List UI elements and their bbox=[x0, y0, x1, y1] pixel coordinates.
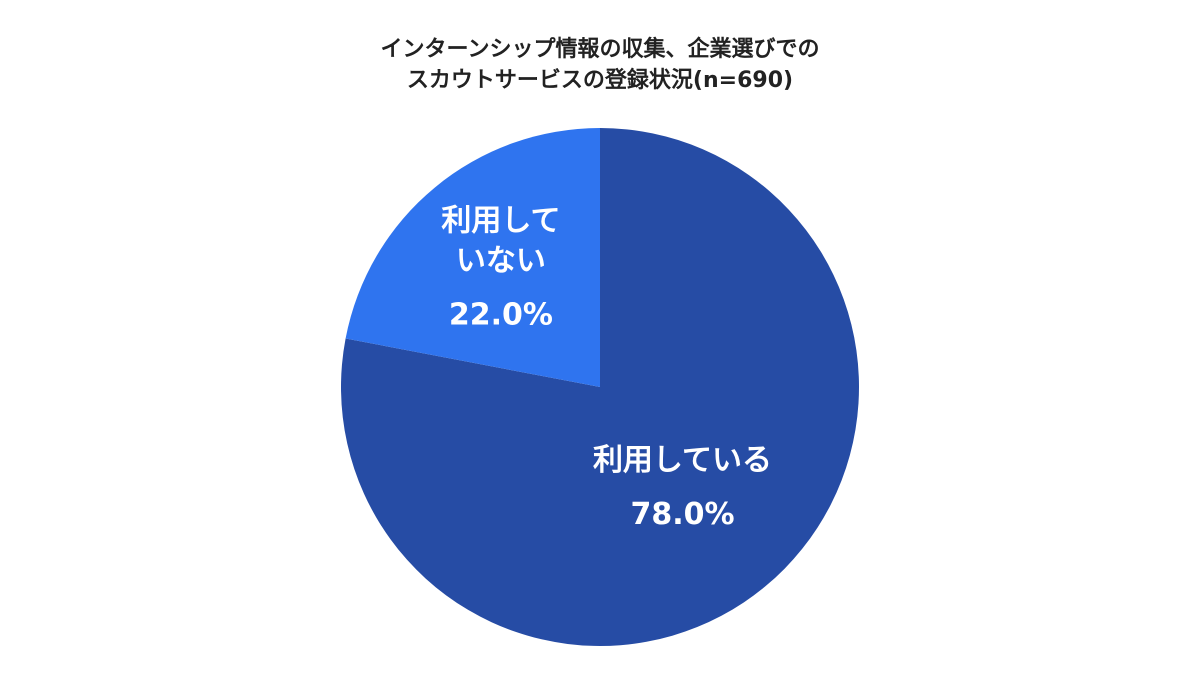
slice-label-0-line-0: 利用している bbox=[593, 443, 772, 478]
slice-value-label-0: 78.0% bbox=[630, 497, 734, 532]
chart-title-line-1: インターンシップ情報の収集、企業選びでの bbox=[380, 37, 820, 62]
chart-title: インターンシップ情報の収集、企業選びでの スカウトサービスの登録状況(n=690… bbox=[0, 34, 1200, 96]
slice-label-1-line-0: 利用して bbox=[441, 203, 560, 238]
slice-value-label-1: 22.0% bbox=[449, 297, 553, 332]
pie-slice-1 bbox=[345, 128, 600, 387]
pie-slice-0 bbox=[341, 128, 860, 646]
slice-label-1-line-1: いない bbox=[456, 243, 546, 278]
chart-title-line-2: スカウトサービスの登録状況(n=690) bbox=[406, 68, 794, 93]
